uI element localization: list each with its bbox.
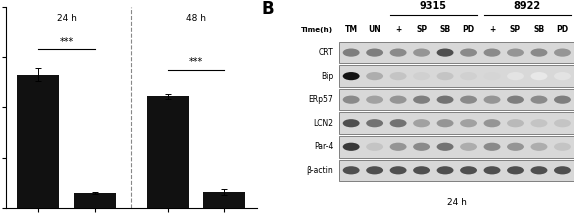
Ellipse shape (554, 49, 571, 57)
Ellipse shape (460, 166, 477, 174)
Text: ***: *** (59, 37, 74, 47)
Text: B: B (261, 0, 274, 18)
Ellipse shape (531, 143, 548, 151)
Text: SB: SB (534, 25, 545, 34)
Text: PD: PD (462, 25, 474, 34)
Ellipse shape (531, 96, 548, 104)
Text: 9315: 9315 (420, 1, 447, 11)
Ellipse shape (366, 166, 383, 174)
Text: +: + (395, 25, 401, 34)
Text: 48 h: 48 h (186, 14, 206, 23)
Bar (74, 193, 116, 208)
Ellipse shape (460, 96, 477, 104)
Ellipse shape (413, 49, 430, 57)
Ellipse shape (390, 49, 407, 57)
Ellipse shape (437, 143, 454, 151)
Ellipse shape (484, 119, 501, 127)
Ellipse shape (437, 166, 454, 174)
Text: 24 h: 24 h (56, 14, 77, 23)
Ellipse shape (554, 166, 571, 174)
Ellipse shape (507, 96, 524, 104)
FancyBboxPatch shape (339, 65, 574, 87)
Text: Time(h): Time(h) (301, 27, 333, 33)
Ellipse shape (554, 143, 571, 151)
Ellipse shape (390, 143, 407, 151)
Ellipse shape (437, 96, 454, 104)
FancyBboxPatch shape (339, 42, 574, 63)
Text: SP: SP (510, 25, 521, 34)
Ellipse shape (554, 96, 571, 104)
Text: UN: UN (368, 25, 381, 34)
Ellipse shape (343, 72, 360, 80)
Text: ***: *** (189, 57, 203, 67)
Ellipse shape (531, 72, 548, 80)
Text: ERp57: ERp57 (309, 95, 333, 104)
Text: SP: SP (416, 25, 427, 34)
Ellipse shape (484, 72, 501, 80)
Ellipse shape (484, 49, 501, 57)
Ellipse shape (366, 49, 383, 57)
Text: CRT: CRT (318, 48, 333, 57)
FancyBboxPatch shape (339, 89, 574, 110)
Ellipse shape (531, 49, 548, 57)
Ellipse shape (531, 119, 548, 127)
Ellipse shape (507, 143, 524, 151)
Ellipse shape (413, 166, 430, 174)
Bar (147, 96, 188, 208)
Text: Bip: Bip (321, 72, 334, 81)
Ellipse shape (507, 119, 524, 127)
Ellipse shape (343, 119, 360, 127)
Ellipse shape (484, 143, 501, 151)
FancyBboxPatch shape (339, 136, 574, 158)
Ellipse shape (507, 166, 524, 174)
Text: Par-4: Par-4 (314, 142, 334, 151)
Ellipse shape (554, 72, 571, 80)
Ellipse shape (460, 143, 477, 151)
FancyBboxPatch shape (339, 112, 574, 134)
Ellipse shape (460, 72, 477, 80)
Text: β-actin: β-actin (307, 166, 333, 175)
Ellipse shape (507, 72, 524, 80)
Ellipse shape (343, 49, 360, 57)
Ellipse shape (413, 143, 430, 151)
Ellipse shape (366, 119, 383, 127)
Ellipse shape (484, 166, 501, 174)
Bar (17, 75, 59, 208)
Ellipse shape (460, 119, 477, 127)
Ellipse shape (390, 166, 407, 174)
Ellipse shape (366, 72, 383, 80)
Text: PD: PD (556, 25, 568, 34)
Ellipse shape (390, 96, 407, 104)
Ellipse shape (343, 143, 360, 151)
Ellipse shape (366, 96, 383, 104)
Text: 24 h: 24 h (447, 198, 467, 207)
Ellipse shape (507, 49, 524, 57)
Ellipse shape (413, 72, 430, 80)
Ellipse shape (343, 96, 360, 104)
Bar (203, 192, 245, 208)
Ellipse shape (390, 119, 407, 127)
Text: SB: SB (440, 25, 451, 34)
Text: 8922: 8922 (514, 1, 541, 11)
Ellipse shape (554, 119, 571, 127)
Ellipse shape (343, 166, 360, 174)
Ellipse shape (413, 96, 430, 104)
Ellipse shape (390, 72, 407, 80)
Text: LCN2: LCN2 (313, 119, 334, 128)
Ellipse shape (437, 72, 454, 80)
Ellipse shape (460, 49, 477, 57)
Text: TM: TM (345, 25, 358, 34)
Ellipse shape (437, 119, 454, 127)
Text: +: + (489, 25, 495, 34)
FancyBboxPatch shape (339, 159, 574, 181)
Ellipse shape (413, 119, 430, 127)
Ellipse shape (531, 166, 548, 174)
Ellipse shape (366, 143, 383, 151)
Ellipse shape (484, 96, 501, 104)
Ellipse shape (437, 49, 454, 57)
